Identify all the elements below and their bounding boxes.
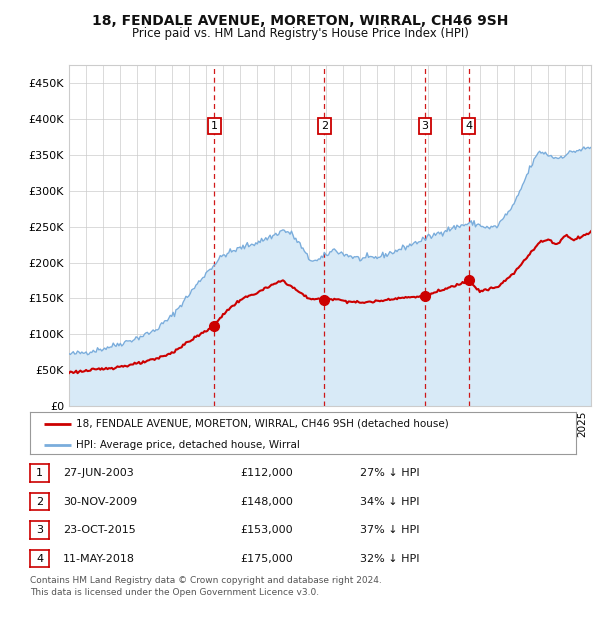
Text: 2: 2 <box>36 497 43 507</box>
Text: £153,000: £153,000 <box>240 525 293 535</box>
Text: 4: 4 <box>36 554 43 564</box>
Text: 27% ↓ HPI: 27% ↓ HPI <box>360 468 419 478</box>
Text: Price paid vs. HM Land Registry's House Price Index (HPI): Price paid vs. HM Land Registry's House … <box>131 27 469 40</box>
Text: 34% ↓ HPI: 34% ↓ HPI <box>360 497 419 507</box>
Text: £175,000: £175,000 <box>240 554 293 564</box>
Text: 30-NOV-2009: 30-NOV-2009 <box>63 497 137 507</box>
Text: 18, FENDALE AVENUE, MORETON, WIRRAL, CH46 9SH (detached house): 18, FENDALE AVENUE, MORETON, WIRRAL, CH4… <box>76 419 449 429</box>
Text: 1: 1 <box>36 468 43 478</box>
Text: 3: 3 <box>36 525 43 535</box>
Text: £112,000: £112,000 <box>240 468 293 478</box>
Text: 1: 1 <box>211 121 218 131</box>
Text: 4: 4 <box>465 121 472 131</box>
Text: 3: 3 <box>422 121 428 131</box>
Text: Contains HM Land Registry data © Crown copyright and database right 2024.
This d: Contains HM Land Registry data © Crown c… <box>30 576 382 598</box>
Text: 18, FENDALE AVENUE, MORETON, WIRRAL, CH46 9SH: 18, FENDALE AVENUE, MORETON, WIRRAL, CH4… <box>92 14 508 28</box>
Text: £148,000: £148,000 <box>240 497 293 507</box>
Text: 2: 2 <box>321 121 328 131</box>
Text: 32% ↓ HPI: 32% ↓ HPI <box>360 554 419 564</box>
Text: 37% ↓ HPI: 37% ↓ HPI <box>360 525 419 535</box>
Text: 23-OCT-2015: 23-OCT-2015 <box>63 525 136 535</box>
Text: HPI: Average price, detached house, Wirral: HPI: Average price, detached house, Wirr… <box>76 440 300 450</box>
Text: 27-JUN-2003: 27-JUN-2003 <box>63 468 134 478</box>
Text: 11-MAY-2018: 11-MAY-2018 <box>63 554 135 564</box>
